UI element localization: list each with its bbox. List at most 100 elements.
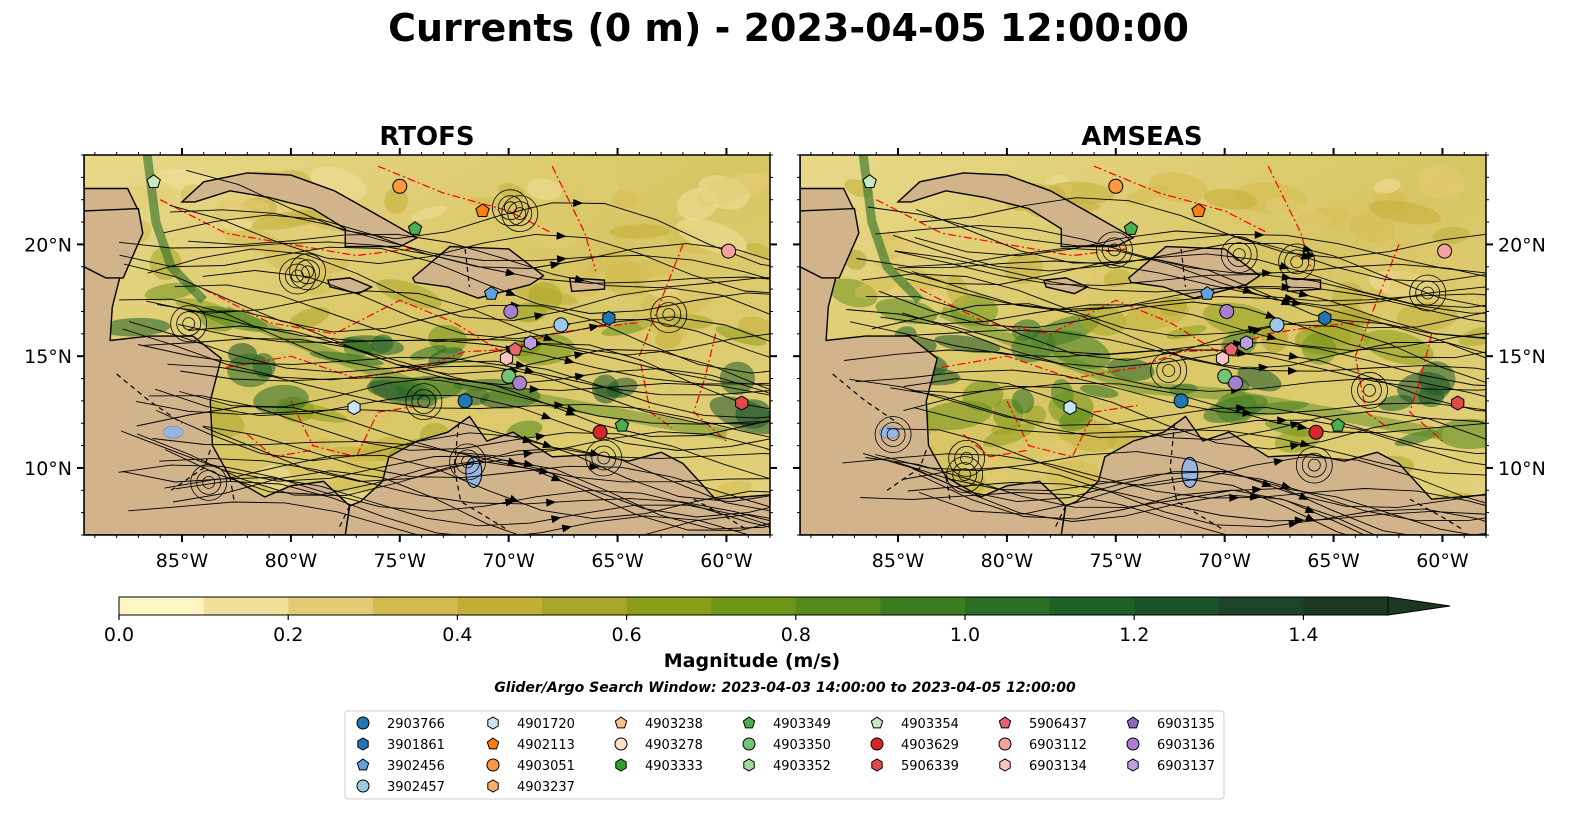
platform-marker-6903112 xyxy=(721,243,737,259)
streamline-arrow xyxy=(535,432,546,441)
streamline xyxy=(918,477,1349,535)
streamline xyxy=(186,169,770,266)
streamline-arrow xyxy=(1258,363,1269,372)
streamline-arrow xyxy=(1252,485,1263,494)
colorbar-title: Magnitude (m/s) xyxy=(664,650,841,672)
streamline xyxy=(122,328,770,425)
streamline xyxy=(900,329,1486,372)
eddy-streamline xyxy=(295,259,321,285)
colorbar-swatches xyxy=(118,596,1451,616)
colorbar-tick-label: 0.6 xyxy=(611,624,641,646)
platform-marker-6903112 xyxy=(1437,243,1453,259)
eddy-streamline xyxy=(591,445,617,471)
legend-entry: 6903137 xyxy=(1127,758,1215,774)
streamline xyxy=(188,233,770,289)
legend-label: 4903278 xyxy=(645,738,703,753)
legend-entry: 3902457 xyxy=(356,779,445,795)
eddy-streamline xyxy=(417,395,431,409)
eez-boundary xyxy=(377,165,553,234)
legend-marker-pentagon xyxy=(614,716,628,729)
streamline-arrow xyxy=(524,366,535,375)
colorbar-swatch xyxy=(1134,597,1220,615)
platform-marker-3902457 xyxy=(1269,317,1285,333)
eddy-streamline xyxy=(952,462,978,488)
eddy-streamline xyxy=(1363,383,1376,397)
eddy-streamline xyxy=(597,451,611,465)
legend-entry: 5906339 xyxy=(871,758,959,774)
streamline xyxy=(146,300,770,386)
streamline xyxy=(862,452,1376,535)
jamaica-land xyxy=(1042,277,1090,295)
streamline xyxy=(174,284,770,358)
legend-label: 6903137 xyxy=(1157,759,1215,774)
platform-marker-4902113 xyxy=(1191,203,1206,217)
streamline xyxy=(879,290,1486,359)
speed-patch xyxy=(1458,326,1486,347)
streamline xyxy=(901,466,1486,528)
legend-entry: 6903112 xyxy=(998,737,1087,753)
speed-patch xyxy=(719,361,755,396)
legend-marker-hexagon xyxy=(999,758,1011,772)
streamline xyxy=(128,501,420,535)
eddy-streamline xyxy=(960,451,973,465)
eddy-streamline xyxy=(176,311,202,337)
streamline-arrow xyxy=(550,473,562,482)
streamline xyxy=(887,428,1486,504)
streamline-arrow xyxy=(1277,416,1288,425)
speed-patch xyxy=(289,307,330,329)
speed-patch xyxy=(945,274,969,306)
colorbar-tick-label: 1.4 xyxy=(1288,624,1318,646)
speed-patch xyxy=(1350,212,1396,243)
platform-marker-6903137 xyxy=(1239,335,1253,351)
streamline-arrow xyxy=(1297,422,1308,431)
x-tick-label: 75°W xyxy=(374,550,427,572)
speed-patch xyxy=(982,423,1035,448)
eddy-streamline xyxy=(170,305,208,343)
legend-label: 3902456 xyxy=(387,759,445,774)
legend-label: 6903136 xyxy=(1157,738,1215,753)
caribbean-current-band xyxy=(939,305,1444,441)
legend-entry: 4903278 xyxy=(614,737,703,753)
eddy-streamline xyxy=(1156,358,1182,383)
colorbar-swatch xyxy=(372,597,458,615)
speed-patch xyxy=(526,178,562,200)
colorbar-swatch xyxy=(457,597,543,615)
legend-marker-circle xyxy=(998,737,1012,751)
platform-marker-4903354 xyxy=(862,174,877,188)
eez-boundary xyxy=(1093,165,1269,234)
streamline xyxy=(905,278,1486,338)
speed-patch xyxy=(1416,164,1465,199)
speed-patch xyxy=(934,335,1001,354)
legend-label: 6903135 xyxy=(1157,717,1215,732)
streamline xyxy=(137,433,770,530)
legend-label: 4903629 xyxy=(901,738,959,753)
hispaniola-land xyxy=(411,245,545,299)
speed-patch xyxy=(609,224,670,239)
y-tick-label: 10°N xyxy=(24,458,72,480)
colorbar-swatch xyxy=(542,597,628,615)
streamline xyxy=(860,492,1231,535)
streamline xyxy=(118,464,770,528)
streamline xyxy=(155,409,770,503)
streamline xyxy=(154,388,770,451)
speed-patch xyxy=(1011,388,1035,414)
platform-markers xyxy=(146,174,749,440)
streamline xyxy=(159,458,770,522)
speed-patch xyxy=(376,279,442,309)
eez-boundary xyxy=(941,322,1356,380)
legend-entry: 3902456 xyxy=(356,758,445,774)
colorbar-swatch xyxy=(1218,597,1304,615)
legend-items: 2903766 3901861 3902456 3902457 4901720 49021… xyxy=(356,716,1215,795)
eddy-streamline xyxy=(1278,243,1316,281)
streamline-arrow xyxy=(523,459,535,468)
streamline xyxy=(164,477,770,527)
speed-patch xyxy=(466,196,535,214)
cuba-land xyxy=(896,172,1135,248)
eddy-streamline xyxy=(513,207,527,221)
colorbar-tick-label: 1.0 xyxy=(950,624,980,646)
streamline xyxy=(912,271,1486,339)
speed-patch xyxy=(584,170,618,202)
y-tick-label: 20°N xyxy=(1498,234,1546,256)
legend-label: 4903349 xyxy=(773,717,831,732)
speed-patch xyxy=(1080,384,1119,398)
